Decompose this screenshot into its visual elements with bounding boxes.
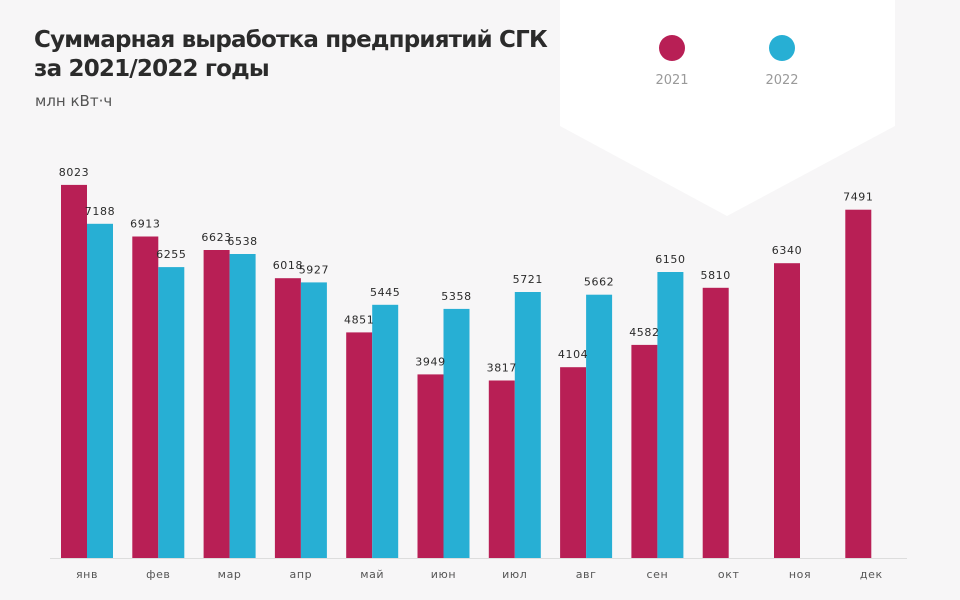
bar-2022-сен	[657, 272, 684, 558]
x-tick-label-янв: янв	[76, 568, 98, 581]
bar-2022-май	[372, 304, 399, 558]
x-tick-label-окт: окт	[718, 568, 740, 581]
legend-swatch-2022	[769, 35, 795, 61]
bar-2021-дек	[845, 209, 872, 558]
bar-2022-авг	[586, 294, 613, 558]
legend-swatch-2021	[659, 35, 685, 61]
bar-2021-июн	[417, 374, 444, 558]
value-label-2022-янв: 7188	[85, 205, 115, 218]
value-label-2022-сен: 6150	[655, 253, 685, 266]
bars-group	[61, 184, 872, 559]
value-label-2022-май: 5445	[370, 286, 400, 299]
x-tick-label-июл: июл	[502, 568, 527, 581]
bar-2021-ноя	[774, 263, 800, 558]
legend: 2021 2022	[560, 0, 895, 216]
legend-item-2021: 2021	[642, 35, 702, 88]
value-label-2022-фев: 6255	[156, 248, 186, 261]
x-tick-label-ноя: ноя	[789, 568, 811, 581]
bar-2022-мар	[229, 254, 256, 558]
value-label-2021-сен: 4582	[629, 326, 659, 339]
value-label-2021-май: 4851	[344, 313, 374, 326]
value-label-2021-апр: 6018	[273, 259, 303, 272]
bar-2021-апр	[274, 278, 301, 558]
x-tick-label-дек: дек	[860, 568, 883, 581]
bar-2021-сен	[631, 344, 658, 558]
x-tick-label-сен: сен	[646, 568, 668, 581]
legend-label-2021: 2021	[655, 73, 689, 88]
legend-label-2022: 2022	[765, 73, 799, 88]
value-label-2022-июл: 5721	[513, 273, 543, 286]
bar-2021-фев	[132, 236, 159, 558]
bar-2022-апр	[300, 282, 327, 558]
unit-label: млн кВт·ч	[35, 92, 113, 110]
chart-title: Суммарная выработка предприятий СГК за 2…	[34, 27, 548, 82]
value-label-2021-окт: 5810	[700, 269, 730, 282]
bar-2021-июл	[488, 380, 515, 558]
value-label-2022-мар: 6538	[227, 235, 257, 248]
value-label-2021-мар: 6623	[201, 231, 231, 244]
bar-2022-янв	[87, 223, 113, 559]
bar-2022-фев	[158, 267, 185, 558]
value-label-2021-июл: 3817	[487, 362, 517, 375]
bar-2021-май	[346, 332, 373, 558]
value-label-2022-апр: 5927	[299, 263, 329, 276]
bar-2022-июл	[514, 292, 541, 558]
x-tick-label-июн: июн	[431, 568, 456, 581]
bar-2022-июн	[443, 308, 470, 558]
x-tick-label-апр: апр	[290, 568, 313, 581]
value-label-2021-ноя: 6340	[772, 244, 802, 257]
value-label-2021-янв: 8023	[59, 166, 89, 179]
x-tick-label-мар: мар	[218, 568, 242, 581]
bar-2021-авг	[560, 367, 587, 558]
x-tick-label-авг: авг	[576, 568, 597, 581]
legend-item-2022: 2022	[752, 35, 812, 88]
value-label-2021-авг: 4104	[558, 348, 588, 361]
value-label-2022-июн: 5358	[441, 290, 471, 303]
x-tick-label-фев: фев	[146, 568, 170, 581]
x-tick-label-май: май	[360, 568, 384, 581]
value-label-2021-июн: 3949	[415, 355, 445, 368]
value-label-2021-дек: 7491	[843, 191, 873, 204]
value-label-2021-фев: 6913	[130, 218, 160, 231]
bar-2021-мар	[203, 250, 230, 558]
bar-2021-янв	[61, 184, 87, 558]
bar-2021-окт	[702, 287, 729, 558]
value-label-2022-авг: 5662	[584, 276, 614, 289]
legend-background	[560, 0, 895, 216]
x-tick-labels-group: янв фев мар апр май июн июл авг сен окт ноя дек	[76, 568, 883, 581]
